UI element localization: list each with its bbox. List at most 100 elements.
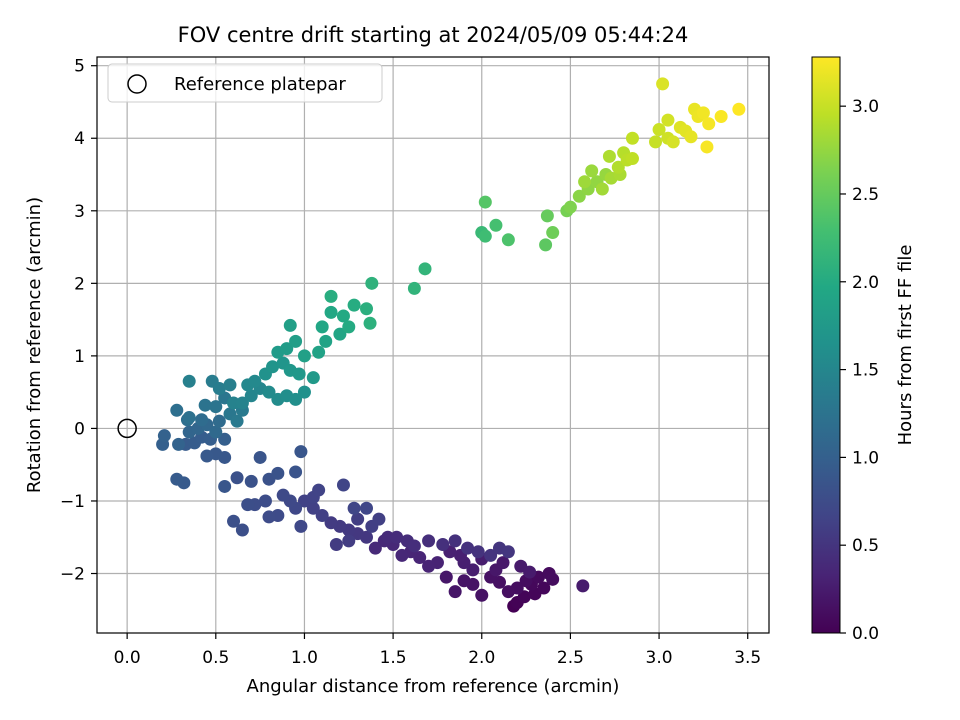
x-tick-label: 0.5: [202, 648, 229, 668]
data-point: [347, 501, 361, 515]
data-point: [666, 135, 680, 149]
data-point: [540, 209, 554, 223]
legend-marker: [127, 74, 147, 94]
data-point: [661, 113, 675, 127]
data-point: [563, 200, 577, 214]
data-point: [395, 548, 409, 562]
data-point: [714, 109, 728, 123]
data-point: [496, 556, 510, 570]
data-point: [436, 537, 450, 551]
data-point: [649, 135, 663, 149]
y-tick-label: 0: [74, 419, 85, 439]
data-point: [611, 160, 625, 174]
data-point: [501, 585, 515, 599]
data-point: [407, 281, 421, 295]
data-point: [212, 414, 226, 428]
data-point: [157, 429, 171, 443]
data-point: [422, 534, 436, 548]
data-point: [595, 182, 609, 196]
x-tick-label: 1.0: [291, 648, 318, 668]
colorbar-tick-label: 1.5: [852, 361, 879, 381]
data-point: [656, 77, 670, 91]
data-point: [218, 432, 232, 446]
y-axis-label: Rotation from reference (arcmin): [24, 197, 45, 493]
data-point: [471, 545, 485, 559]
data-point: [537, 581, 551, 595]
data-point: [306, 501, 320, 515]
data-point: [700, 140, 714, 154]
reference-point-marker: [117, 418, 137, 439]
data-point: [209, 425, 223, 439]
data-points: [156, 77, 746, 613]
data-point: [418, 262, 432, 276]
data-point: [248, 374, 262, 388]
y-tick-label: 2: [74, 274, 85, 294]
data-point: [457, 574, 471, 588]
legend: Reference platepar: [107, 63, 383, 103]
y-axis-ticks: −2 −1 0 1 2 3 4 5: [60, 57, 97, 585]
y-tick-label: −1: [60, 492, 85, 512]
data-point: [501, 545, 515, 559]
data-point: [572, 189, 586, 203]
data-point: [390, 530, 404, 544]
data-point: [478, 229, 492, 243]
colorbar-ticks: 0.0 0.5 1.0 1.5 2.0 2.5 3.0: [840, 97, 879, 644]
x-tick-label: 0.0: [114, 648, 141, 668]
data-point: [276, 488, 290, 502]
x-axis-label: Angular distance from reference (arcmin): [247, 676, 620, 697]
data-point: [289, 465, 303, 479]
data-point: [461, 541, 475, 555]
data-point: [625, 152, 639, 166]
data-point: [312, 345, 326, 359]
data-point: [602, 149, 616, 163]
y-tick-label: 4: [74, 129, 85, 149]
plot-area: 0.0 0.5 1.0 1.5 2.0 2.5 3.0 3.5 −2 −1 0 1 2 3 4 5: [60, 56, 770, 668]
data-point: [324, 305, 338, 319]
data-point: [365, 276, 379, 290]
data-point: [283, 318, 297, 332]
data-point: [448, 585, 462, 599]
data-point: [262, 385, 276, 399]
data-point: [182, 374, 196, 388]
colorbar-tick-label: 1.0: [852, 448, 879, 468]
data-point: [294, 519, 308, 533]
data-point: [484, 548, 498, 562]
data-point: [523, 565, 537, 579]
data-point: [448, 534, 462, 548]
data-point: [336, 309, 350, 323]
data-point: [218, 479, 232, 493]
x-tick-label: 3.5: [734, 648, 761, 668]
data-point: [501, 233, 515, 247]
data-point: [576, 579, 590, 593]
data-point: [315, 508, 329, 522]
data-point: [266, 360, 280, 374]
data-point: [652, 123, 666, 137]
legend-label: Reference platepar: [174, 74, 346, 95]
data-point: [244, 474, 258, 488]
data-point: [223, 378, 237, 392]
data-point: [289, 334, 303, 348]
data-point: [625, 131, 639, 145]
data-point: [172, 437, 186, 451]
data-point: [182, 411, 196, 425]
data-point: [478, 195, 492, 209]
plot-frame: [96, 56, 770, 634]
data-point: [342, 320, 356, 334]
legend-box: [107, 63, 383, 103]
data-point: [227, 514, 241, 528]
y-tick-label: 3: [74, 202, 85, 222]
colorbar-gradient: [811, 56, 841, 634]
data-point: [329, 537, 343, 551]
data-point: [200, 449, 214, 463]
data-point: [262, 510, 276, 524]
data-point: [336, 478, 350, 492]
data-point: [439, 570, 453, 584]
colorbar-label: Hours from first FF file: [895, 245, 916, 446]
data-point: [292, 367, 306, 381]
data-point: [360, 302, 374, 316]
data-point: [363, 316, 377, 330]
colorbar-tick-label: 0.0: [852, 624, 879, 644]
x-tick-label: 3.0: [646, 648, 673, 668]
data-point: [230, 471, 244, 485]
